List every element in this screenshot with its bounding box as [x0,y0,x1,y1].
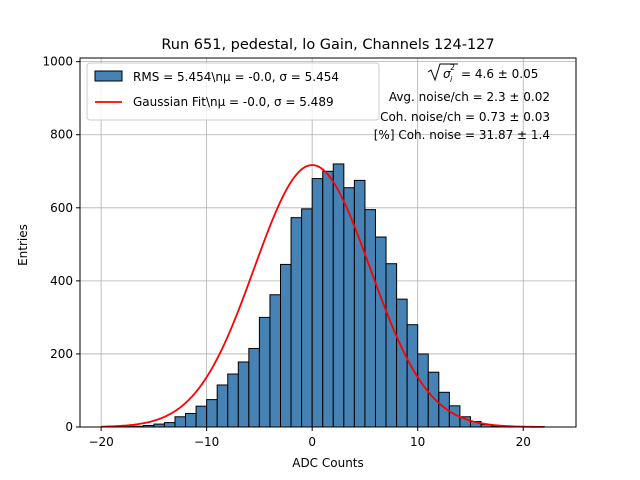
pct-coh-noise-text: [%] Coh. noise = 31.87 ± 1.4 [374,128,550,142]
histogram-bar [385,263,398,428]
histogram-bar [427,371,440,428]
histogram-bar [322,170,334,428]
histogram-bar [301,208,313,428]
sigma-annotation: σ i 2 = 4.6 ± 0.05 [427,63,538,84]
sqrt-sign [427,63,458,82]
histogram-bar [280,263,292,428]
histogram-bar [163,422,176,428]
histogram-bar [311,178,324,428]
histogram-bar [290,217,303,428]
legend-patch-rms [94,70,123,82]
legend: RMS = 5.454\nμ = -0.0, σ = 5.454 Gaussia… [86,62,380,121]
sigma-symbol: σ [443,67,451,81]
histogram-bar [174,416,187,428]
histogram-bar [248,347,260,428]
y-tick-label: 600 [50,201,73,215]
y-tick-label: 0 [65,420,73,434]
histogram-bar [396,298,408,428]
sigma-superscript: 2 [450,63,455,72]
legend-frame [86,62,380,121]
sigma-subscript: i [450,75,453,84]
histogram-bar [216,384,229,428]
x-ticks: −20 −10 0 10 20 [88,427,531,449]
histogram-bar [185,412,197,428]
histogram-bar [353,179,366,428]
coh-noise-text: Coh. noise/ch = 0.73 ± 0.03 [380,110,550,124]
x-tick-label: 20 [516,435,531,449]
y-tick-label: 800 [50,128,73,142]
histogram-bar [237,361,250,428]
legend-label-rms: RMS = 5.454\nμ = -0.0, σ = 5.454 [133,70,339,84]
fit-curve-group [101,164,545,428]
gaussian-fit-curve [101,164,545,428]
histogram-bar [258,316,271,428]
sigma-value: = 4.6 ± 0.05 [461,67,538,81]
x-tick-label: −10 [194,435,219,449]
noise-annotations: σ i 2 = 4.6 ± 0.05 Avg. noise/ch = 2.3 ±… [374,63,550,142]
y-tick-label: 400 [50,274,73,288]
histogram-bar [374,236,387,428]
x-axis-label: ADC Counts [292,456,364,470]
y-axis-label: Entries [16,224,30,266]
x-tick-label: 10 [410,435,425,449]
histogram-bar [227,373,239,428]
x-tick-label: 0 [308,435,316,449]
histogram-bar [195,405,208,428]
chart-title: Run 651, pedestal, lo Gain, Channels 124… [161,37,494,53]
axes [79,57,577,428]
plot-frame [79,57,577,428]
histogram-bar [332,163,345,428]
histogram-bar [364,209,376,428]
x-tick-label: −20 [88,435,113,449]
histogram-bar [206,399,218,428]
y-tick-label: 1000 [42,55,73,69]
legend-label-fit: Gaussian Fit\nμ = -0.0, σ = 5.489 [133,95,334,109]
y-tick-label: 200 [50,347,73,361]
y-ticks: 0 200 400 600 800 1000 [42,55,80,434]
avg-noise-text: Avg. noise/ch = 2.3 ± 0.02 [389,90,550,104]
histogram-bar [269,294,282,428]
